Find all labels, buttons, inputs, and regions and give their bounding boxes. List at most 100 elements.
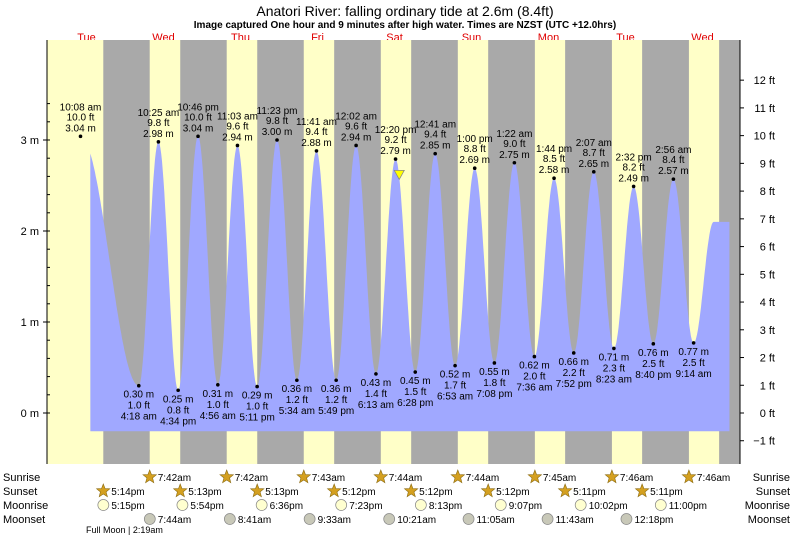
high-tide-ft: 10.0 ft <box>184 112 212 123</box>
high-tide-time: 10:46 pm <box>177 102 219 113</box>
high-tide-point <box>631 184 636 189</box>
right-tick-label: −1 ft <box>753 436 775 448</box>
moonset-icon <box>620 513 633 525</box>
low-tide-time: 7:52 pm <box>556 379 592 390</box>
high-tide-m: 2.69 m <box>459 155 490 166</box>
sunrise-time: 7:44am <box>466 473 499 484</box>
high-tide-ft: 10.0 ft <box>67 112 95 123</box>
moonrise-time: 10:02pm <box>589 501 628 512</box>
low-tide-m: 0.62 m <box>519 361 550 372</box>
moonset-time: 8:41am <box>238 515 271 526</box>
low-tide-point <box>651 342 656 346</box>
high-tide-point <box>314 149 319 153</box>
sunset-icon <box>634 483 650 498</box>
high-tide-ft: 8.5 ft <box>543 154 565 165</box>
low-tide-point <box>532 354 537 359</box>
high-tide-ft: 9.4 ft <box>424 130 446 141</box>
sunset-icon <box>326 483 342 498</box>
high-tide-ft: 9.4 ft <box>305 127 327 138</box>
moonrise-icon <box>494 499 507 511</box>
low-tide-ft: 1.2 ft <box>286 395 308 406</box>
low-tide-m: 0.66 m <box>558 357 589 368</box>
high-tide-point <box>552 176 556 181</box>
high-tide-point <box>156 140 161 144</box>
high-tide-time: 11:23 pm <box>257 106 298 117</box>
high-tide-m: 2.58 m <box>539 165 570 176</box>
moonset-icon <box>224 513 236 525</box>
low-tide-m: 0.71 m <box>599 352 630 363</box>
moonrise-icon <box>255 499 268 511</box>
moonrise-time: 11:00pm <box>669 501 707 512</box>
moonset-row-label-left: Moonset <box>3 514 45 526</box>
high-tide-time: 1:44 pm <box>536 144 572 155</box>
low-tide-ft: 0.8 ft <box>167 405 189 416</box>
moonrise-time: 5:15pm <box>111 501 144 512</box>
low-tide-m: 0.45 m <box>400 376 431 387</box>
high-tide-point <box>591 170 596 174</box>
sunrise-time: 7:42am <box>158 473 191 484</box>
low-tide-time: 4:18 am <box>121 412 157 423</box>
high-tide-point <box>196 134 200 139</box>
low-tide-time: 6:28 pm <box>397 398 433 409</box>
right-tick-label: 4 ft <box>760 297 775 309</box>
sunrise-icon <box>450 469 466 484</box>
moonset-icon <box>303 513 316 525</box>
moonrise-time: 7:23pm <box>349 501 382 512</box>
sunrise-icon <box>219 469 235 484</box>
high-tide-time: 12:20 pm <box>375 125 417 136</box>
high-tide-m: 2.75 m <box>499 150 530 161</box>
low-tide-ft: 1.0 ft <box>207 400 229 411</box>
sunset-time: 5:11pm <box>650 487 683 498</box>
astro-rows: Sunrise Sunrise 7:42am 7:42am 7:43am 7:44am 7:… <box>3 469 790 535</box>
high-tide-m: 2.85 m <box>420 141 451 152</box>
moonrise-icon <box>415 499 427 511</box>
high-tide-point <box>433 151 437 156</box>
low-tide-ft: 2.2 ft <box>563 368 585 379</box>
sunset-time: 5:12pm <box>496 487 529 498</box>
sunset-time: 5:11pm <box>573 487 606 498</box>
low-tide-m: 0.29 m <box>242 391 273 402</box>
current-tide-triangle <box>393 169 405 181</box>
moonset-time: 12:18pm <box>634 515 673 526</box>
high-tide-m: 2.98 m <box>143 129 174 140</box>
high-tide-m: 2.94 m <box>222 132 253 143</box>
moonrise-row-label-right: Moonrise <box>745 500 790 512</box>
low-tide-point <box>334 378 338 383</box>
low-tide-point <box>136 383 141 388</box>
low-tide-time: 5:34 am <box>279 406 315 417</box>
high-tide-point <box>235 143 240 148</box>
sunrise-row-label-left: Sunrise <box>3 472 40 484</box>
moonrise-time: 9:07pm <box>509 501 542 512</box>
sunset-time: 5:13pm <box>265 487 298 498</box>
left-tick-label: 2 m <box>21 226 39 238</box>
moonrise-icon <box>176 499 189 511</box>
high-tide-time: 2:07 am <box>576 138 612 149</box>
high-tide-point <box>472 166 477 171</box>
high-tide-m: 3.04 m <box>65 123 96 134</box>
low-tide-point <box>255 384 259 389</box>
right-tick-label: 12 ft <box>754 75 775 87</box>
low-tide-time: 5:49 pm <box>318 406 354 417</box>
low-tide-time: 4:34 pm <box>160 416 196 427</box>
chart-subtitle: Image captured One hour and 9 minutes af… <box>194 20 616 31</box>
right-tick-label: 8 ft <box>760 186 775 198</box>
high-tide-point <box>671 177 676 181</box>
low-tide-m: 0.36 m <box>321 384 352 395</box>
right-tick-label: 9 ft <box>760 158 775 170</box>
high-tide-m: 2.65 m <box>579 159 610 170</box>
high-tide-time: 1:22 am <box>496 129 532 140</box>
sunrise-time: 7:46am <box>620 473 653 484</box>
sunrise-row-label-right: Sunrise <box>753 472 790 484</box>
high-tide-ft: 9.0 ft <box>503 139 525 150</box>
right-tick-label: 3 ft <box>760 325 775 337</box>
low-tide-time: 8:40 pm <box>635 370 671 381</box>
low-tide-point <box>374 372 378 376</box>
low-tide-point <box>571 351 576 355</box>
low-tide-point <box>216 382 220 387</box>
low-tide-point <box>691 341 696 345</box>
moonrise-icon <box>335 499 348 511</box>
moonrise-time: 5:54pm <box>190 501 223 512</box>
sunrise-time: 7:44am <box>389 473 422 484</box>
moonset-time: 11:05am <box>477 515 515 526</box>
high-tide-m: 2.57 m <box>658 166 689 177</box>
